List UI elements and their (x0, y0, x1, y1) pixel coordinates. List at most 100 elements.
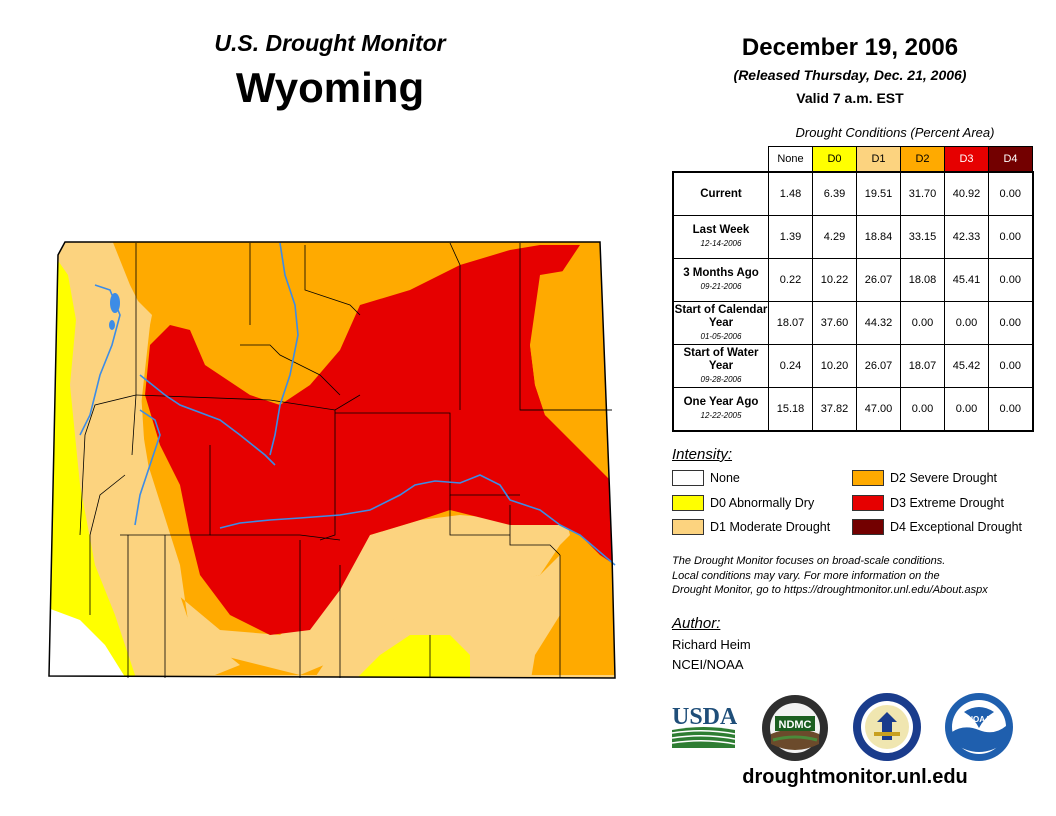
d1-moderate-drought-south (310, 555, 560, 678)
table-cell: 4.29 (812, 215, 857, 259)
table-cell: 0.22 (768, 258, 813, 302)
table-cell: 37.82 (812, 387, 857, 432)
table-cell: 15.18 (768, 387, 813, 432)
table-cell: 1.39 (768, 215, 813, 259)
d2-severe-drought-southeast (560, 575, 615, 635)
legend-swatch (852, 495, 884, 511)
d2-severe-drought-east (530, 265, 615, 445)
map-date: December 19, 2006 (741, 34, 959, 61)
legend-swatch (672, 495, 704, 511)
table-cell: 0.00 (944, 301, 989, 345)
table-row: 3 Months Ago 09-21-2006 0.22 10.22 26.07 … (672, 258, 1033, 302)
row-label: Start of Calendar Year 01-05-2006 (672, 301, 769, 345)
legend-item-d1: D1 Moderate Drought (672, 519, 830, 535)
note-line: Local conditions may vary. For more info… (672, 569, 940, 582)
ndmc-logo: NDMC (762, 695, 828, 761)
table-cell: 10.20 (812, 344, 857, 388)
table-cell: 0.00 (900, 387, 945, 432)
table-cell: 19.51 (856, 171, 901, 216)
wyoming-drought-map (48, 241, 616, 679)
table-cell: 26.07 (856, 258, 901, 302)
none-region (49, 605, 130, 678)
table-cell: 26.07 (856, 344, 901, 388)
col-header-d3: D3 (944, 146, 989, 173)
table-cell: 0.00 (944, 387, 989, 432)
note-line: The Drought Monitor focuses on broad-sca… (672, 555, 946, 567)
row-label: Last Week 12-14-2006 (672, 215, 769, 259)
table-cell: 0.00 (988, 171, 1033, 216)
legend-label: D2 Severe Drought (890, 471, 998, 485)
table-cell: 0.00 (988, 301, 1033, 345)
legend-swatch (672, 519, 704, 535)
monitor-title: U.S. Drought Monitor (214, 30, 446, 56)
table-row: Last Week 12-14-2006 1.39 4.29 18.84 33.1… (672, 215, 1033, 259)
table-cell: 0.00 (988, 258, 1033, 302)
legend-item-d4: D4 Exceptional Drought (852, 519, 1022, 535)
state-outline (48, 241, 616, 679)
legend-label: D1 Moderate Drought (710, 520, 831, 534)
noaa-logo: NOAA (945, 693, 1013, 761)
legend-item-d3: D3 Extreme Drought (852, 495, 1004, 511)
table-row: One Year Ago 12-22-2005 15.18 37.82 47.00… (672, 387, 1033, 432)
table-cell: 18.07 (768, 301, 813, 345)
author-name: Richard Heim (672, 637, 751, 652)
website-url[interactable]: droughtmonitor.unl.edu (742, 766, 968, 788)
legend-swatch (852, 470, 884, 486)
legend-label: D3 Extreme Drought (890, 496, 1004, 510)
col-header-d2: D2 (900, 146, 945, 173)
table-cell: 40.92 (944, 171, 989, 216)
usda-logo-text: USDA (672, 704, 737, 730)
release-date: (Released Thursday, Dec. 21, 2006) (733, 67, 967, 83)
table-cell: 18.07 (900, 344, 945, 388)
legend-label: D4 Exceptional Drought (890, 520, 1023, 534)
table-title: Drought Conditions (Percent Area) (795, 125, 995, 140)
row-label: One Year Ago 12-22-2005 (672, 387, 769, 432)
col-header-d0: D0 (812, 146, 857, 173)
table-row: Start of Water Year 09-28-2006 0.24 10.20… (672, 344, 1033, 388)
table-cell: 42.33 (944, 215, 989, 259)
rivers (79, 242, 616, 566)
table-cell: 44.32 (856, 301, 901, 345)
disclaimer-note: The Drought Monitor focuses on broad-sca… (672, 554, 1042, 598)
lakes (109, 293, 120, 330)
d0-abnormally-dry-south (350, 635, 470, 678)
table-cell: 0.24 (768, 344, 813, 388)
legend-title: Intensity: (672, 446, 733, 463)
row-label: Current (672, 171, 769, 216)
valid-time: Valid 7 a.m. EST (796, 90, 904, 106)
col-header-d4: D4 (988, 146, 1033, 173)
table-cell: 0.00 (988, 387, 1033, 432)
usda-logo: USDA (671, 704, 737, 748)
table-row: Current 1.48 6.39 19.51 31.70 40.92 0.00 (672, 171, 1033, 216)
col-header-none: None (768, 146, 813, 173)
table-cell: 37.60 (812, 301, 857, 345)
legend-item-d2: D2 Severe Drought (852, 470, 997, 486)
col-header-d1: D1 (856, 146, 901, 173)
drought-conditions-table: None D0 D1 D2 D3 D4 Current 1.48 6.39 19… (672, 146, 1034, 432)
table-cell: 18.84 (856, 215, 901, 259)
legend-label: None (710, 471, 740, 485)
table-cell: 0.00 (988, 215, 1033, 259)
county-boundaries (79, 242, 612, 678)
d0-abnormally-dry-west (49, 242, 135, 678)
table-cell: 6.39 (812, 171, 857, 216)
table-cell: 18.08 (900, 258, 945, 302)
noaa-logo-text: NOAA (967, 715, 991, 724)
table-cell: 31.70 (900, 171, 945, 216)
table-cell: 0.00 (900, 301, 945, 345)
d1-moderate-drought-region (49, 242, 615, 678)
note-line: Drought Monitor, go to https://droughtmo… (672, 584, 988, 596)
row-label: 3 Months Ago 09-21-2006 (672, 258, 769, 302)
doc-seal-logo (853, 693, 921, 761)
legend-item-d0: D0 Abnormally Dry (672, 495, 814, 511)
table-cell: 33.15 (900, 215, 945, 259)
legend-swatch (672, 470, 704, 486)
table-cell: 10.22 (812, 258, 857, 302)
table-cell: 0.00 (988, 344, 1033, 388)
table-corner (673, 147, 769, 173)
row-label: Start of Water Year 09-28-2006 (672, 344, 769, 388)
table-cell: 45.42 (944, 344, 989, 388)
legend-label: D0 Abnormally Dry (710, 496, 815, 510)
table-cell: 45.41 (944, 258, 989, 302)
table-row: Start of Calendar Year 01-05-2006 18.07 3… (672, 301, 1033, 345)
